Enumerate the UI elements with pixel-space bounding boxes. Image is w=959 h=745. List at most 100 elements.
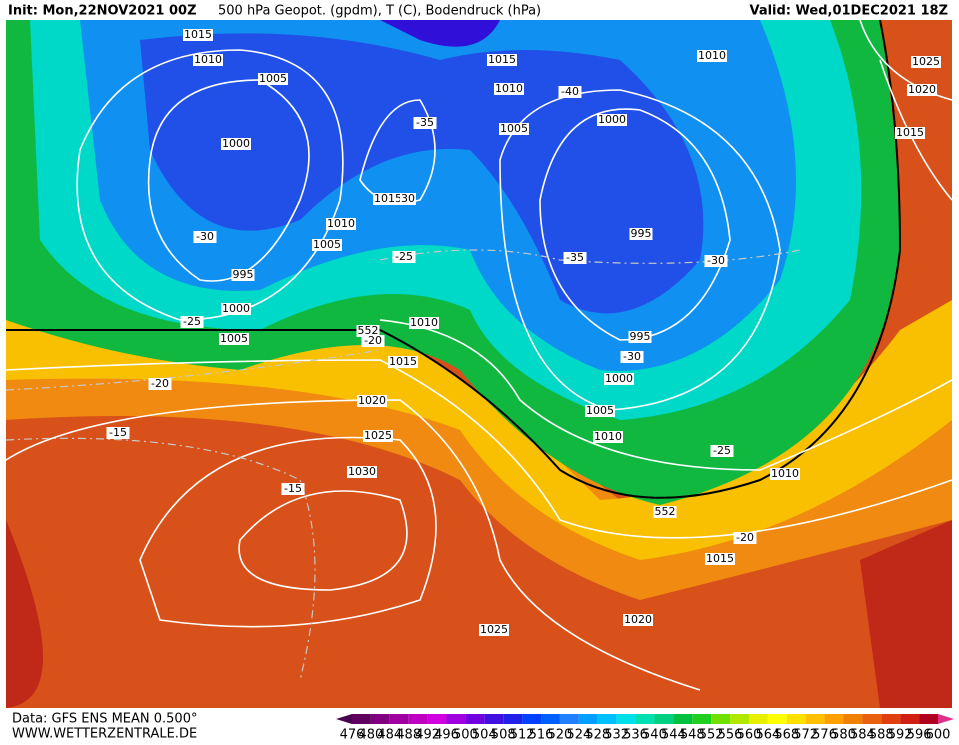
label-box bbox=[733, 532, 757, 544]
contour-label: 1005 bbox=[313, 238, 341, 251]
colorbar-segment bbox=[881, 714, 901, 724]
contour-label: -15 bbox=[109, 426, 127, 439]
label-box bbox=[499, 123, 529, 135]
colorbar-label: 572 bbox=[793, 728, 818, 742]
colorbar-segment bbox=[616, 714, 636, 724]
colorbar-segment bbox=[635, 714, 655, 724]
label-box bbox=[558, 86, 582, 98]
isobar bbox=[147, 79, 310, 282]
colorbar-segment bbox=[484, 714, 504, 724]
colorbar-segment bbox=[465, 714, 485, 724]
label-box bbox=[705, 553, 735, 565]
contour-label: 1000 bbox=[222, 137, 250, 150]
colorbar-segment bbox=[370, 714, 390, 724]
label-box bbox=[106, 427, 130, 439]
label-box bbox=[597, 114, 627, 126]
colorbar-label: 484 bbox=[377, 728, 402, 742]
colorbar-label: 476 bbox=[340, 728, 365, 742]
label-box bbox=[628, 331, 652, 343]
colorbar-label: 532 bbox=[604, 728, 629, 742]
colorbar-segment bbox=[786, 714, 806, 724]
label-box bbox=[388, 356, 418, 368]
contour-552 bbox=[6, 19, 902, 499]
valid-time: Valid: Wed,01DEC2021 18Z bbox=[749, 4, 948, 19]
data-source: Data: GFS ENS MEAN 0.500° bbox=[12, 712, 197, 727]
colorbar-label: 520 bbox=[548, 728, 573, 742]
colorbar-label: 536 bbox=[623, 728, 648, 742]
colorbar-segment bbox=[541, 714, 560, 724]
contour-label: 1010 bbox=[771, 467, 799, 480]
header-bar bbox=[0, 0, 959, 20]
label-box bbox=[585, 405, 615, 417]
colorbar-segment bbox=[862, 714, 882, 724]
contour-label: -25 bbox=[395, 250, 413, 263]
label-box bbox=[281, 483, 305, 495]
colorbar-label: 596 bbox=[907, 728, 932, 742]
label-box bbox=[413, 117, 437, 129]
label-box bbox=[356, 325, 380, 337]
colorbar-label: 564 bbox=[755, 728, 780, 742]
colorbar-label: 548 bbox=[680, 728, 705, 742]
label-box bbox=[563, 252, 587, 264]
label-box bbox=[148, 378, 172, 390]
colorbar-segment bbox=[578, 714, 598, 724]
contour-label: 1015 bbox=[374, 192, 402, 205]
contour-label: -15 bbox=[284, 482, 302, 495]
colorbar-arrow bbox=[336, 714, 352, 724]
label-box bbox=[907, 84, 937, 96]
contour-label: -20 bbox=[364, 334, 382, 347]
colorbar-segment bbox=[427, 714, 447, 724]
website: WWW.WETTERZENTRALE.DE bbox=[12, 727, 197, 742]
label-box bbox=[400, 193, 416, 205]
colorbar-segment bbox=[805, 714, 825, 724]
field-blue bbox=[140, 33, 704, 314]
colorbar-segment bbox=[446, 714, 466, 724]
label-box bbox=[895, 127, 925, 139]
colorbar-segment bbox=[748, 714, 768, 724]
contour-label: 1015 bbox=[706, 552, 734, 565]
contour-label: 1010 bbox=[194, 53, 222, 66]
label-box bbox=[409, 317, 439, 329]
label-box bbox=[357, 395, 387, 407]
colorbar-segment bbox=[522, 714, 542, 724]
colorbar-segment bbox=[767, 714, 787, 724]
label-box bbox=[623, 614, 653, 626]
label-box bbox=[494, 83, 524, 95]
colorbar-segment bbox=[352, 714, 371, 724]
isobar bbox=[238, 490, 408, 591]
contour-label: -25 bbox=[183, 315, 201, 328]
contour-label: -35 bbox=[416, 116, 434, 129]
colorbar-segment bbox=[389, 714, 409, 724]
contour-label: 1015 bbox=[389, 355, 417, 368]
label-box bbox=[221, 138, 251, 150]
contour-label: 1020 bbox=[908, 83, 936, 96]
colorbar-segment bbox=[503, 714, 523, 724]
label-box bbox=[911, 56, 941, 68]
colorbar-segment bbox=[843, 714, 863, 724]
colorbar-segment bbox=[408, 714, 428, 724]
label-box bbox=[180, 316, 204, 328]
label-box bbox=[231, 269, 255, 281]
contour-label: 30 bbox=[401, 192, 415, 205]
contour-label: 1030 bbox=[348, 465, 376, 478]
label-box bbox=[326, 218, 356, 230]
contour-label: 1025 bbox=[364, 429, 392, 442]
contour-label: 1010 bbox=[698, 49, 726, 62]
colorbar-label: 496 bbox=[434, 728, 459, 742]
map-title: 500 hPa Geopot. (gpdm), T (C), Bodendruc… bbox=[218, 4, 541, 19]
colorbar-label: 528 bbox=[585, 728, 610, 742]
colorbar-label: 512 bbox=[510, 728, 535, 742]
contour-label: 1025 bbox=[912, 55, 940, 68]
colorbar-segment bbox=[673, 714, 693, 724]
colorbar-label: 580 bbox=[831, 728, 856, 742]
contour-label: -30 bbox=[707, 254, 725, 267]
contour-label: -30 bbox=[196, 230, 214, 243]
label-box bbox=[193, 54, 223, 66]
isobar bbox=[5, 399, 701, 691]
footer-bar bbox=[0, 708, 959, 741]
label-box bbox=[221, 303, 251, 315]
colorbar-segment bbox=[919, 714, 938, 724]
label-box bbox=[710, 445, 734, 457]
contour-label: 995 bbox=[233, 268, 254, 281]
